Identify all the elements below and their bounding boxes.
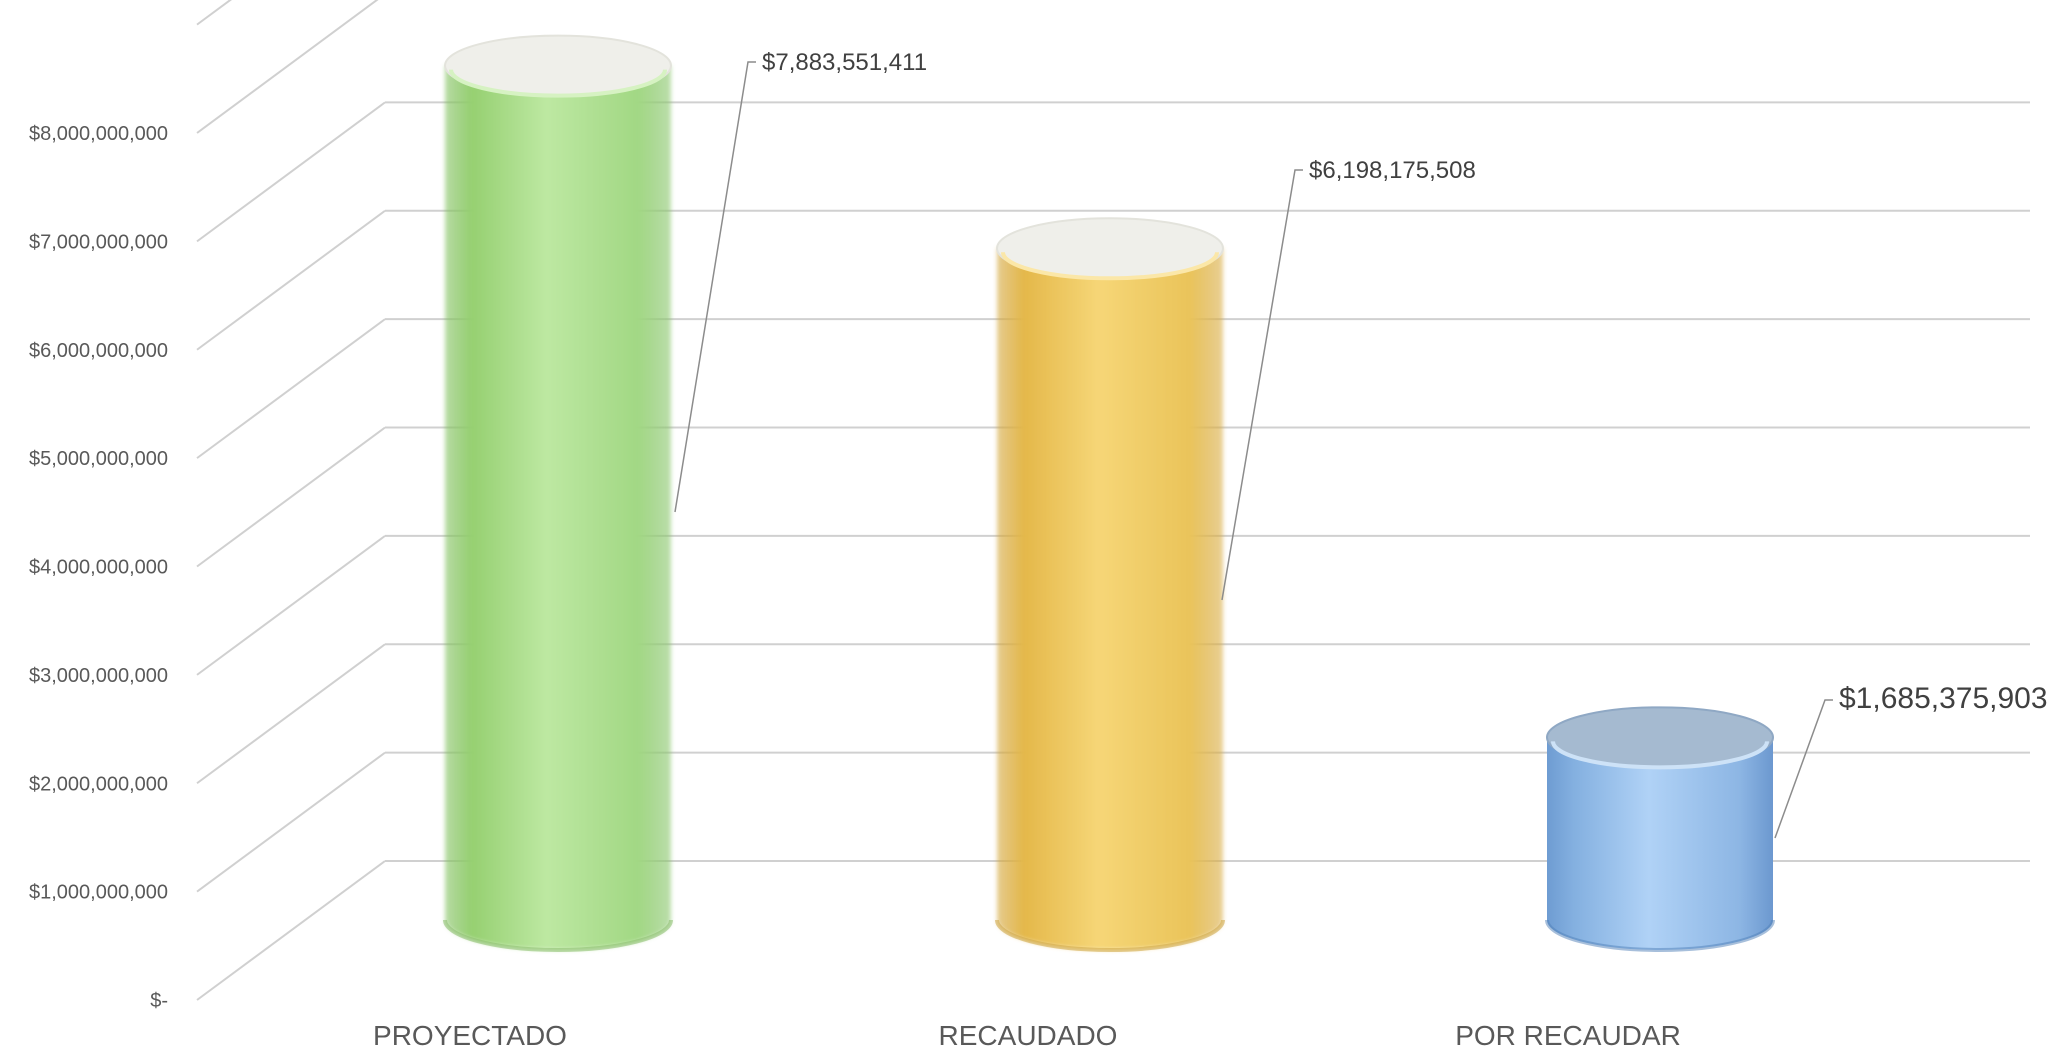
- data-labels: $7,883,551,411 $6,198,175,508 $1,685,375,9…: [674, 49, 2048, 839]
- y-tick-label: $1,000,000,000: [29, 882, 168, 904]
- bars: [443, 34, 1775, 952]
- y-tick-label: $2,000,000,000: [29, 773, 168, 795]
- gridline-diagonal: [196, 318, 386, 459]
- y-axis-tick-labels: $- $1,000,000,000 $2,000,000,000 $3,000,000…: [29, 123, 168, 1012]
- cylinder-base-rim: [995, 919, 1225, 952]
- cylinder-body: [997, 248, 1223, 951]
- x-axis-category-labels: PROYECTADO RECAUDADO POR RECAUDAR: [373, 1020, 1681, 1050]
- y-tick-label: $3,000,000,000: [29, 665, 168, 687]
- y-tick-label: $6,000,000,000: [29, 340, 168, 362]
- cylinder-bar: [1545, 706, 1775, 952]
- gridline-diagonal: [196, 0, 379, 134]
- cylinder-base-rim: [1545, 919, 1775, 952]
- x-category-label: RECAUDADO: [939, 1020, 1118, 1050]
- gridline-diagonal: [196, 209, 386, 351]
- x-category-label: POR RECAUDAR: [1455, 1020, 1681, 1050]
- gridline-diagonal: [196, 751, 386, 893]
- cylinder-body: [1547, 737, 1773, 950]
- data-label: $6,198,175,508: [1309, 157, 1476, 184]
- cylinder-body: [445, 65, 671, 950]
- gridline-diagonal: [196, 535, 386, 676]
- y-tick-label: $8,000,000,000: [29, 123, 168, 145]
- y-tick-label: $-: [150, 990, 168, 1012]
- data-label: $7,883,551,411: [762, 49, 927, 76]
- cylinder-base-rim: [443, 919, 673, 952]
- data-label: $1,685,375,903: [1839, 682, 2048, 715]
- data-label-leader-line: [1221, 169, 1303, 601]
- cylinder-top-highlight: [1001, 252, 1219, 281]
- y-tick-label: $5,000,000,000: [29, 448, 168, 470]
- gridline-diagonal: [196, 860, 386, 1001]
- cylinder-top-highlight: [1551, 741, 1769, 770]
- cylinder-bar: [443, 34, 673, 952]
- data-label-leader-line: [674, 61, 756, 513]
- data-label-leader-line: [1774, 699, 1833, 839]
- x-category-label: PROYECTADO: [373, 1020, 567, 1050]
- y-tick-label: $7,000,000,000: [29, 231, 168, 253]
- gridline-diagonal: [196, 643, 386, 785]
- cylinder-top-highlight: [449, 69, 667, 98]
- y-tick-label: $4,000,000,000: [29, 557, 168, 579]
- gridline-diagonal: [196, 426, 386, 568]
- cylinder-bar: [995, 217, 1225, 952]
- gridline-diagonal: [196, 0, 232, 26]
- gridline-diagonal: [196, 101, 386, 243]
